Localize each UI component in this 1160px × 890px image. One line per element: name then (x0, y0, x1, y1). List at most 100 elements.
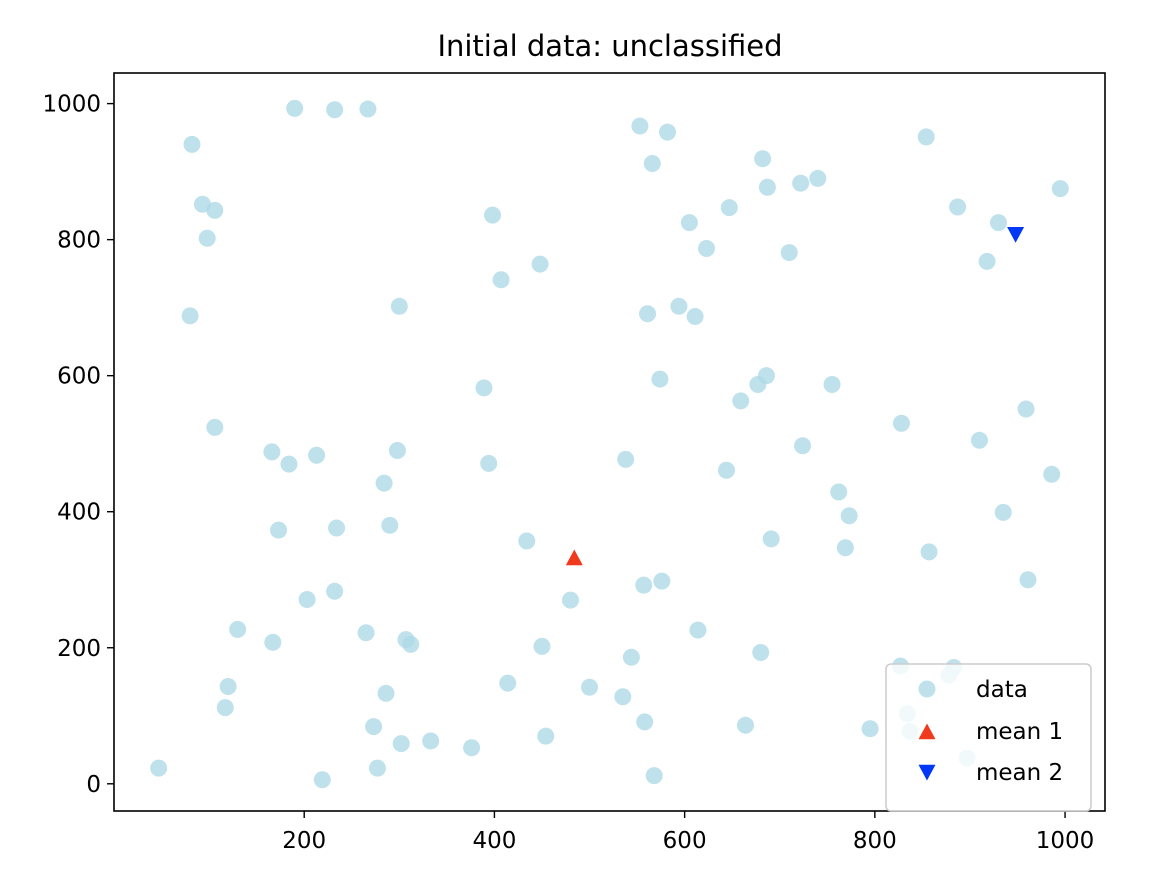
data-point (659, 123, 677, 141)
data-point (689, 621, 707, 639)
data-point (326, 582, 344, 600)
data-point (531, 255, 549, 273)
data-point (809, 169, 827, 187)
data-point (183, 135, 201, 153)
data-point (198, 229, 216, 247)
data-point (978, 252, 996, 270)
legend-marker-mean-2 (918, 764, 936, 781)
data-point (635, 576, 653, 594)
data-point (365, 718, 383, 736)
data-point (970, 431, 988, 449)
data-point (216, 699, 234, 717)
data-point (326, 101, 344, 119)
data-point (631, 117, 649, 135)
legend-box (885, 663, 1092, 812)
data-point (836, 539, 854, 557)
data-point (150, 759, 168, 777)
data-point (717, 461, 735, 479)
data-point (823, 376, 841, 394)
data-point (720, 199, 738, 217)
data-point (670, 297, 688, 315)
data-point (313, 771, 331, 789)
data-point (732, 392, 750, 410)
legend-label-mean-2: mean 2 (976, 760, 1063, 786)
data-point (492, 271, 510, 289)
plot-area-frame (113, 72, 1106, 812)
legend: data mean 1 mean 2 (885, 663, 1092, 812)
data-point (308, 446, 326, 464)
data-point (422, 732, 440, 750)
data-point (643, 154, 661, 172)
data-point (892, 414, 910, 432)
data-point (381, 516, 399, 534)
data-point (1019, 571, 1037, 589)
data-point (757, 367, 775, 385)
data-point (949, 198, 967, 216)
data-point (754, 150, 772, 168)
data-point (518, 532, 536, 550)
data-point (645, 767, 663, 785)
data-point (686, 308, 704, 326)
mean-2-marker (1007, 226, 1025, 243)
data-point (622, 648, 640, 666)
legend-marker-data (918, 680, 936, 698)
data-point (286, 99, 304, 117)
data-point (562, 591, 580, 609)
data-point (375, 474, 393, 492)
data-point (994, 503, 1012, 521)
data-point (780, 244, 798, 262)
legend-label-mean-1: mean 1 (976, 719, 1063, 745)
data-point (264, 633, 282, 651)
data-point (388, 442, 406, 460)
data-point (758, 178, 776, 196)
data-point (463, 739, 481, 757)
data-point (1017, 400, 1035, 418)
mean-1-marker (565, 549, 583, 566)
y-tick-label: 200 (57, 636, 101, 662)
data-point (484, 206, 502, 224)
data-point (298, 590, 316, 608)
data-point (762, 530, 780, 548)
data-point (698, 239, 716, 257)
x-tick-label: 600 (663, 828, 707, 854)
data-point (392, 735, 410, 753)
x-axis: 200 400 600 800 1000 (282, 811, 1094, 854)
data-point (499, 674, 517, 692)
data-point (651, 370, 669, 388)
x-tick-label: 800 (853, 828, 897, 854)
y-axis: 0 200 400 600 800 1000 (42, 92, 114, 798)
data-point (206, 418, 224, 436)
data-point (840, 507, 858, 525)
data-point (229, 620, 247, 638)
data-point (377, 684, 395, 702)
data-point (390, 297, 408, 315)
data-point (861, 720, 879, 738)
x-tick-label: 400 (472, 828, 516, 854)
data-point (270, 521, 288, 539)
data-point (989, 214, 1007, 232)
data-point (328, 519, 346, 537)
data-point (920, 543, 938, 561)
data-point (1043, 465, 1061, 483)
data-point (537, 727, 555, 745)
data-point (617, 450, 635, 468)
data-point (680, 214, 698, 232)
x-tick-label: 200 (282, 828, 326, 854)
data-point (614, 688, 632, 706)
data-point (794, 437, 812, 455)
data-point (480, 454, 498, 472)
data-point (280, 455, 298, 473)
y-tick-label: 0 (86, 772, 101, 798)
data-point (1051, 180, 1069, 198)
y-tick-label: 1000 (42, 92, 101, 118)
legend-marker-mean-1 (918, 723, 936, 740)
data-point (581, 678, 599, 696)
data-point (917, 128, 935, 146)
data-point (792, 174, 810, 192)
y-tick-label: 800 (57, 228, 101, 254)
data-point (737, 716, 755, 734)
data-point (357, 624, 375, 642)
y-tick-label: 400 (57, 500, 101, 526)
x-tick-label: 1000 (1036, 828, 1095, 854)
